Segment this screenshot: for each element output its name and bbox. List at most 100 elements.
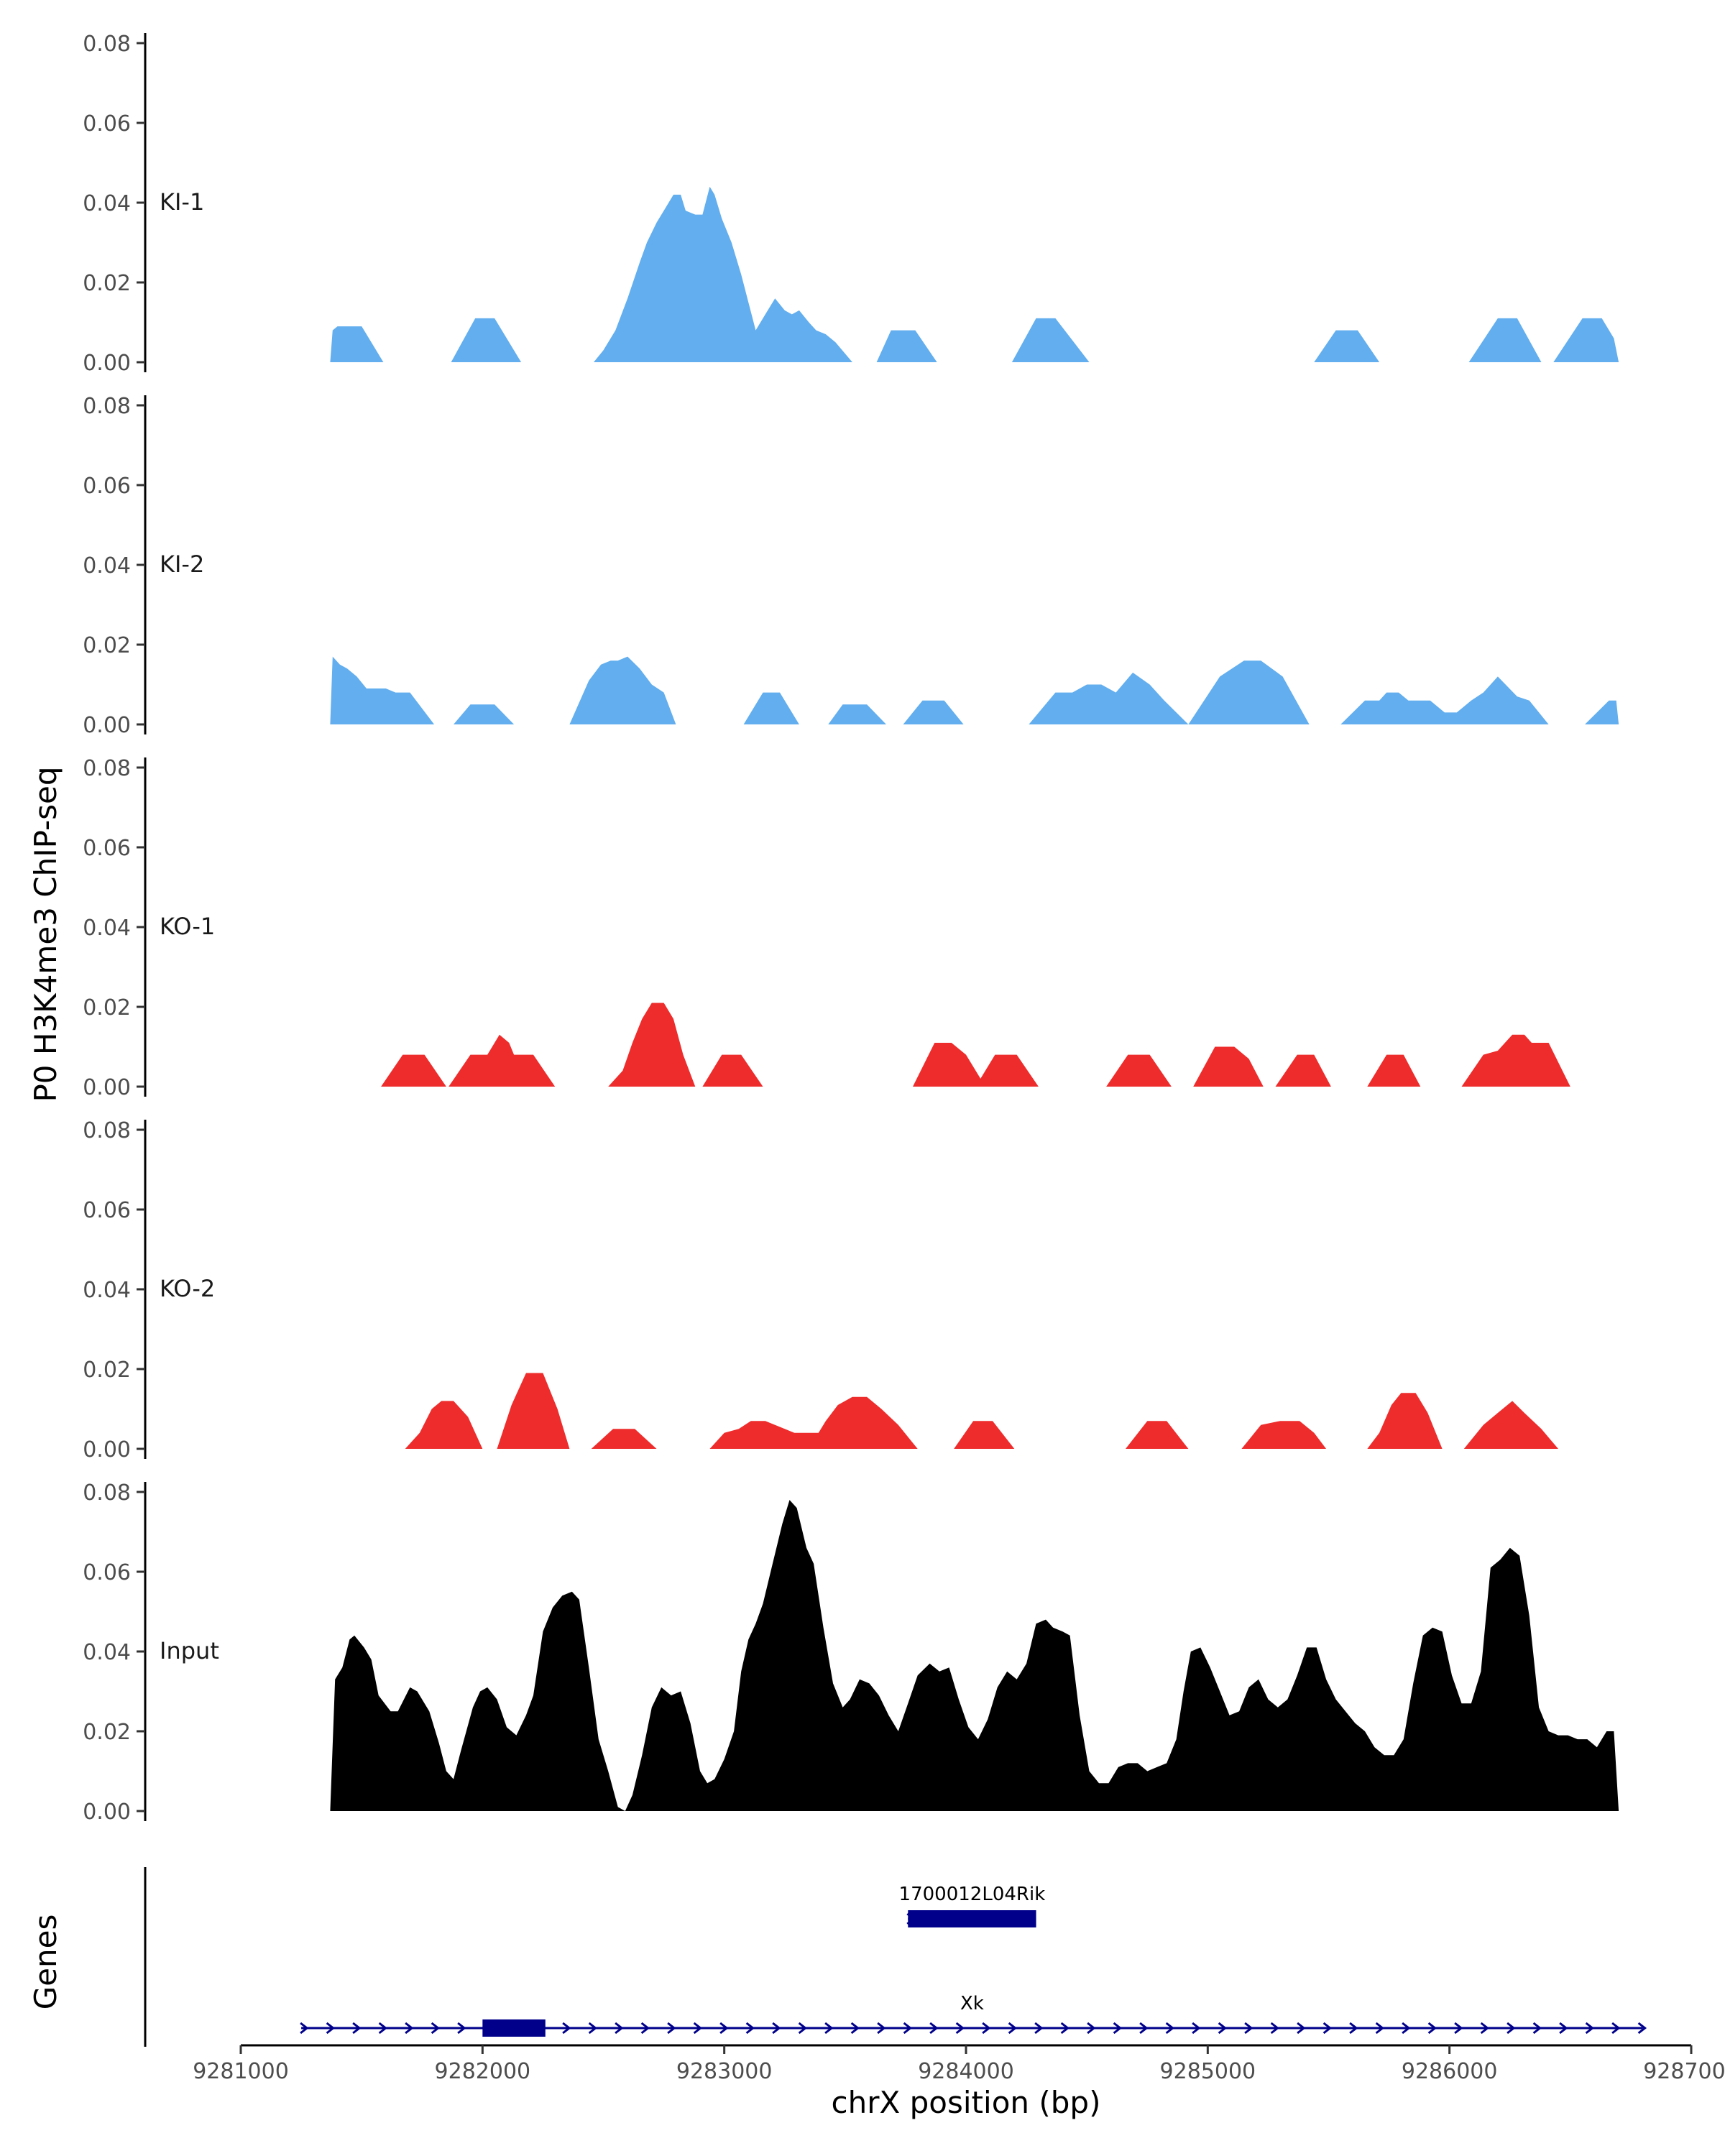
- strand-arrow: [1139, 2022, 1149, 2035]
- track-label: KO-1: [160, 913, 215, 940]
- x-axis: 9281000 9282000 9283000 9284000 9285000 92860…: [193, 2044, 1725, 2084]
- gene-xk: Xk: [300, 1993, 1647, 2037]
- strand-arrow: [1480, 2022, 1490, 2035]
- strand-arrow: [1008, 2022, 1018, 2035]
- strand-arrow: [1375, 2022, 1385, 2035]
- strand-arrow: [1402, 2022, 1411, 2035]
- strand-arrow: [1113, 2022, 1123, 2035]
- strand-arrow: [824, 2022, 834, 2035]
- strand-arrow: [1611, 2022, 1621, 2035]
- coverage-area-ko-1: [381, 1003, 1570, 1087]
- track-label: KI-1: [160, 188, 204, 216]
- gene-label: Xk: [960, 1993, 984, 2014]
- strand-arrow: [955, 2022, 965, 2035]
- strand-arrow: [745, 2022, 755, 2035]
- strand-arrow: [457, 2022, 466, 2035]
- track-ki-1: 0.00 0.02 0.04 0.06 0.08 KI-1: [83, 32, 1619, 376]
- track-input: 0.00 0.02 0.04 0.06 0.08 Input: [83, 1480, 1619, 1825]
- y-tick-label: 0.08: [83, 756, 131, 781]
- x-tick-label: 9286000: [1402, 2059, 1498, 2084]
- x-tick-label: 9285000: [1160, 2059, 1256, 2084]
- strand-arrow: [1165, 2022, 1175, 2035]
- track-ki-2: 0.00 0.02 0.04 0.06 0.08 KI-2: [83, 394, 1619, 738]
- x-axis-title: chrX position (bp): [832, 2085, 1101, 2120]
- y-tick-label: 0.00: [83, 713, 131, 738]
- strand-arrow: [1218, 2022, 1228, 2035]
- strand-arrow: [562, 2022, 571, 2035]
- strand-arrow: [352, 2022, 362, 2035]
- strand-arrow: [772, 2022, 781, 2035]
- coverage-area-ki-2: [330, 656, 1619, 724]
- y-tick-label: 0.02: [83, 1358, 131, 1383]
- strand-arrow: [640, 2022, 650, 2035]
- strand-arrow: [1087, 2022, 1096, 2035]
- x-tick-label: 9281000: [193, 2059, 289, 2084]
- y-tick-label: 0.08: [83, 32, 131, 57]
- strand-arrow: [588, 2022, 598, 2035]
- strand-arrow: [1244, 2022, 1254, 2035]
- y-tick-label: 0.04: [83, 553, 131, 579]
- strand-arrow: [405, 2022, 414, 2035]
- strand-arrow: [1532, 2022, 1542, 2035]
- strand-arrow: [1034, 2022, 1044, 2035]
- strand-arrow: [850, 2022, 860, 2035]
- strand-arrow: [693, 2022, 703, 2035]
- y-axis-title: P0 H3K4me3 ChIP-seq: [28, 766, 63, 1102]
- y-tick-label: 0.00: [83, 351, 131, 376]
- gene-1700012l04rik: 1700012L04Rik: [899, 1884, 1046, 1927]
- strand-arrow: [326, 2022, 336, 2035]
- y-tick-label: 0.02: [83, 271, 131, 296]
- strand-arrow: [378, 2022, 388, 2035]
- y-tick-label: 0.04: [83, 191, 131, 216]
- track-panels: 0.00 0.02 0.04 0.06 0.08 KI-1 0.00 0.02 0.04 0.06…: [83, 32, 1619, 1825]
- exon-block: [482, 2019, 546, 2037]
- strand-arrow: [1297, 2022, 1306, 2035]
- y-tick-label: 0.00: [83, 1437, 131, 1462]
- coverage-area-ko-2: [405, 1373, 1559, 1449]
- strand-arrow: [1192, 2022, 1201, 2035]
- strand-arrow: [1559, 2022, 1568, 2035]
- y-tick-label: 0.06: [83, 1198, 131, 1223]
- track-ko-1: 0.00 0.02 0.04 0.06 0.08 KO-1: [83, 756, 1570, 1100]
- strand-arrow: [1322, 2022, 1333, 2035]
- strand-arrow: [929, 2022, 939, 2035]
- y-tick-label: 0.04: [83, 1640, 131, 1665]
- y-tick-label: 0.04: [83, 916, 131, 941]
- track-ko-2: 0.00 0.02 0.04 0.06 0.08 KO-2: [83, 1118, 1559, 1462]
- strand-arrow: [877, 2022, 886, 2035]
- strand-arrow: [1060, 2022, 1070, 2035]
- x-tick-label: 9283000: [676, 2059, 773, 2084]
- strand-arrow: [982, 2022, 991, 2035]
- strand-arrow: [1454, 2022, 1463, 2035]
- y-tick-label: 0.06: [83, 474, 131, 499]
- x-tick-label: 9287000: [1643, 2059, 1725, 2084]
- y-tick-label: 0.08: [83, 1480, 131, 1506]
- strand-arrow: [1506, 2022, 1516, 2035]
- strand-arrow: [1427, 2022, 1438, 2035]
- y-tick-label: 0.00: [83, 1800, 131, 1825]
- strand-arrow: [719, 2022, 729, 2035]
- track-label: Input: [160, 1637, 219, 1664]
- y-tick-label: 0.08: [83, 1118, 131, 1143]
- track-label: KO-2: [160, 1275, 215, 1302]
- y-tick-label: 0.02: [83, 633, 131, 658]
- y-tick-label: 0.04: [83, 1278, 131, 1303]
- strand-arrow: [431, 2022, 441, 2035]
- strand-arrow: [903, 2022, 913, 2035]
- y-tick-label: 0.00: [83, 1075, 131, 1100]
- coverage-area-ki-1: [330, 186, 1619, 362]
- y-tick-label: 0.06: [83, 111, 131, 137]
- y-tick-label: 0.06: [83, 1560, 131, 1585]
- x-tick-label: 9282000: [435, 2059, 531, 2084]
- strand-arrow: [615, 2022, 624, 2035]
- y-tick-label: 0.08: [83, 394, 131, 419]
- y-tick-label: 0.06: [83, 836, 131, 861]
- gene-label: 1700012L04Rik: [899, 1884, 1046, 1905]
- strand-arrow: [300, 2022, 309, 2035]
- genes-axis-title: Genes: [28, 1915, 63, 2010]
- strand-arrow: [1637, 2022, 1647, 2035]
- strand-arrow: [1349, 2022, 1358, 2035]
- strand-arrow: [798, 2022, 808, 2035]
- track-label: KI-2: [160, 550, 204, 578]
